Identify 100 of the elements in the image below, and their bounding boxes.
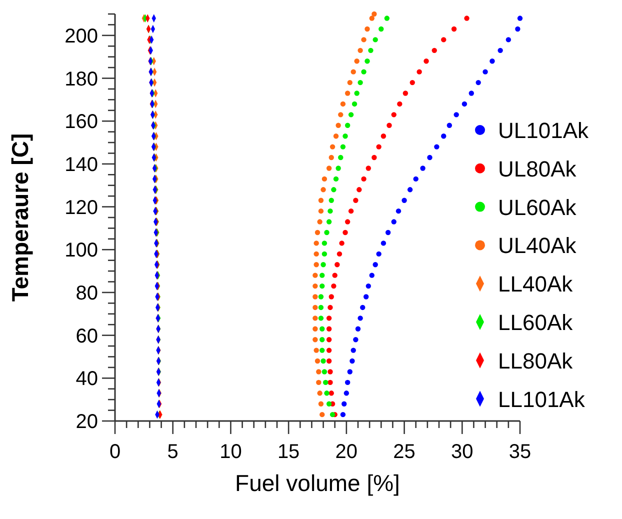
legend-label: UL60Ak <box>498 194 578 220</box>
point <box>318 198 324 203</box>
point <box>356 187 362 192</box>
point <box>326 326 332 332</box>
point <box>391 219 396 224</box>
point <box>464 16 470 21</box>
point <box>336 122 341 128</box>
point <box>336 166 341 171</box>
y-tick-label: 120 <box>64 196 98 219</box>
point <box>312 316 318 321</box>
point <box>361 69 366 74</box>
point <box>338 112 344 118</box>
point <box>324 230 330 236</box>
point <box>391 112 396 118</box>
point <box>317 219 322 224</box>
point <box>366 283 372 289</box>
point <box>352 101 358 107</box>
point <box>364 58 370 64</box>
point <box>322 251 328 257</box>
point <box>324 390 330 396</box>
point <box>361 176 366 182</box>
legend-label: LL80Ak <box>498 348 574 374</box>
point <box>342 134 348 139</box>
point <box>434 144 440 150</box>
point <box>328 154 334 160</box>
point <box>347 369 352 374</box>
point <box>322 369 328 374</box>
point <box>314 251 319 257</box>
point <box>376 144 382 150</box>
point <box>322 240 328 246</box>
point <box>314 358 320 364</box>
point <box>318 304 324 310</box>
point <box>462 101 468 107</box>
point <box>360 304 366 310</box>
point <box>318 316 324 321</box>
x-tick-label: 35 <box>508 441 532 463</box>
point <box>316 369 322 374</box>
legend-label: UL80Ak <box>498 156 578 182</box>
point <box>336 251 342 257</box>
point <box>344 122 350 128</box>
point <box>344 219 350 224</box>
y-tick-label: 40 <box>76 368 98 390</box>
point <box>372 154 377 160</box>
y-tick-label: 180 <box>64 68 98 90</box>
y-tick-label: 140 <box>64 154 98 176</box>
point <box>333 134 339 139</box>
point <box>376 251 382 257</box>
point <box>378 26 384 32</box>
point <box>320 187 326 192</box>
point <box>318 208 324 214</box>
point <box>441 134 446 139</box>
point <box>397 101 402 107</box>
y-tick-label: 60 <box>76 325 98 348</box>
point <box>344 390 350 396</box>
point <box>326 316 332 321</box>
y-tick-label: 200 <box>64 25 98 48</box>
y-tick-label: 80 <box>76 282 98 304</box>
point <box>347 80 352 86</box>
legend-label: LL40Ak <box>498 272 574 297</box>
x-tick-label: 25 <box>393 441 416 463</box>
point <box>350 69 356 74</box>
point <box>323 380 328 386</box>
point <box>353 337 358 342</box>
point <box>317 390 322 396</box>
point <box>353 198 358 203</box>
y-tick-label: 100 <box>64 240 98 262</box>
point <box>328 369 333 374</box>
point <box>396 208 402 214</box>
legend-label: LL101Ak <box>498 386 586 412</box>
point <box>358 80 363 86</box>
point <box>490 58 495 64</box>
x-tick-label: 0 <box>109 441 121 463</box>
point <box>328 304 333 310</box>
point <box>369 272 374 278</box>
point <box>364 26 370 32</box>
point <box>372 37 378 42</box>
point <box>334 262 340 268</box>
y-tick-label: 20 <box>76 411 98 433</box>
point <box>328 390 334 396</box>
point <box>326 401 332 406</box>
y-axis-title: Temperaure [C] <box>7 133 33 302</box>
point <box>338 154 344 160</box>
point <box>318 401 324 406</box>
point <box>413 176 418 182</box>
point <box>320 326 325 332</box>
point <box>348 208 354 214</box>
x-axis-title: Fuel volume [%] <box>235 470 400 496</box>
point <box>416 69 422 74</box>
y-tick-label: 160 <box>64 111 98 134</box>
point <box>427 154 432 160</box>
point <box>328 198 334 203</box>
point <box>340 144 346 150</box>
x-tick-label: 5 <box>167 441 178 463</box>
point <box>358 48 363 54</box>
point <box>320 358 326 364</box>
point <box>318 294 324 300</box>
point <box>350 358 355 364</box>
point <box>320 348 325 353</box>
point <box>312 272 318 278</box>
point <box>386 122 392 128</box>
